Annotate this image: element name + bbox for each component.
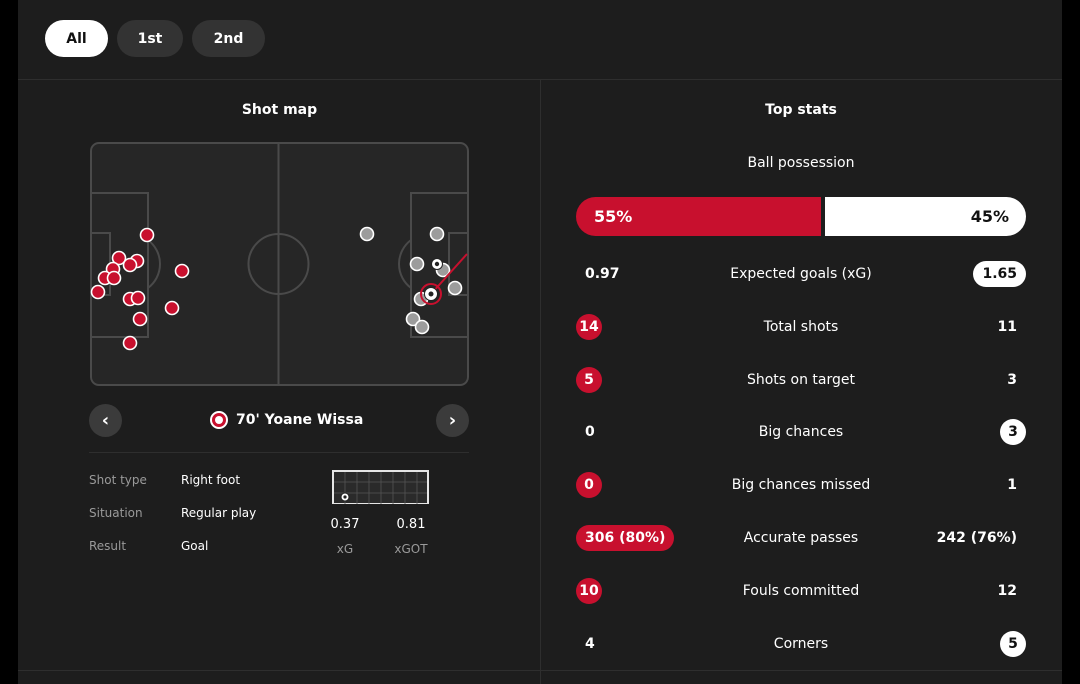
stat-away-value: 12 <box>997 583 1017 599</box>
stat-away-value: 3 <box>1007 372 1017 388</box>
tab-all[interactable]: All <box>45 20 108 57</box>
divider <box>18 79 1062 80</box>
stat-row: 14 Total shots 11 <box>576 313 1026 341</box>
shot-player-name: Yoane Wissa <box>264 412 364 428</box>
xgot-label: xGOT <box>394 542 428 556</box>
shot-map-title: Shot map <box>241 102 318 118</box>
goal-frame-diagram <box>332 470 429 504</box>
shot-marker <box>409 256 425 272</box>
shot-type-value: Right foot <box>181 473 241 487</box>
top-stats-title: Top stats <box>765 102 837 118</box>
possession-bar: 55% 45% <box>576 197 1026 236</box>
stat-label: Accurate passes <box>743 530 859 546</box>
shot-marker <box>106 270 122 286</box>
shot-marker <box>414 319 430 335</box>
result-value: Goal <box>181 539 209 553</box>
home-shots <box>90 227 190 351</box>
possession-label: Ball possession <box>747 155 855 171</box>
shot-marker <box>130 290 146 306</box>
stat-home-value: 10 <box>576 578 602 604</box>
tab-first-half[interactable]: 1st <box>117 20 183 57</box>
stat-label: Big chances missed <box>731 477 871 493</box>
possession-away: 45% <box>825 197 1026 236</box>
period-tabs: All 1st 2nd <box>45 20 265 57</box>
stat-row: 0.97 Expected goals (xG) 1.65 <box>576 260 1026 288</box>
stat-away-value: 11 <box>997 319 1017 335</box>
shot-trajectory <box>430 253 468 295</box>
stat-row: 0 Big chances 3 <box>576 418 1026 446</box>
goal-shot-marker <box>420 283 442 305</box>
stat-home-value: 4 <box>585 636 595 652</box>
divider <box>18 670 1062 671</box>
stat-row: 306 (80%) Accurate passes 242 (76%) <box>576 524 1026 552</box>
stat-home-value: 0.97 <box>585 266 620 282</box>
stat-row: 0 Big chances missed 1 <box>576 471 1026 499</box>
stat-row: 5 Shots on target 3 <box>576 366 1026 394</box>
stat-label: Total shots <box>763 319 839 335</box>
column-divider <box>540 80 541 684</box>
stat-label: Expected goals (xG) <box>730 266 872 282</box>
shot-marker <box>164 300 180 316</box>
stat-home-value: 306 (80%) <box>576 525 675 551</box>
stat-away-value: 3 <box>1000 419 1026 445</box>
shot-marker <box>132 311 148 327</box>
stat-away-value: 1 <box>1007 477 1017 493</box>
xg-value: 0.37 <box>330 517 360 532</box>
team-crest-icon <box>210 411 228 429</box>
stat-row: 10 Fouls committed 12 <box>576 577 1026 605</box>
stat-home-value: 0 <box>576 472 602 498</box>
shot-marker <box>174 263 190 279</box>
goal-marker <box>431 258 443 270</box>
shot-marker <box>429 226 445 242</box>
situation-value: Regular play <box>181 506 257 520</box>
stat-label: Corners <box>773 636 829 652</box>
xgot-value: 0.81 <box>396 517 426 532</box>
possession-home: 55% <box>576 197 821 236</box>
shot-marker <box>405 311 421 327</box>
stat-label: Fouls committed <box>742 583 860 599</box>
selected-shot-player: 70' Yoane Wissa <box>210 409 363 431</box>
situation-label: Situation <box>89 506 143 520</box>
stat-home-value: 14 <box>576 314 602 340</box>
stat-away-value: 242 (76%) <box>936 530 1017 546</box>
tab-second-half[interactable]: 2nd <box>192 20 265 57</box>
shot-marker <box>447 280 463 296</box>
shot-marker <box>359 226 375 242</box>
shot-marker <box>122 335 138 351</box>
stat-home-value: 0 <box>585 424 595 440</box>
shot-type-label: Shot type <box>89 473 147 487</box>
chevron-right-icon: › <box>448 410 457 431</box>
stat-away-value: 1.65 <box>973 261 1026 287</box>
xg-label: xG <box>336 542 354 556</box>
stat-home-value: 5 <box>576 367 602 393</box>
shot-marker <box>122 257 138 273</box>
stat-row: 4 Corners 5 <box>576 630 1026 658</box>
shot-map-pitch[interactable] <box>90 142 469 386</box>
shot-marker <box>111 250 127 266</box>
chevron-left-icon: ‹ <box>101 410 110 431</box>
previous-shot-button[interactable]: ‹ <box>89 404 122 437</box>
stat-away-value: 5 <box>1000 631 1026 657</box>
shot-minute: 70' <box>236 412 260 428</box>
stat-label: Shots on target <box>746 372 855 388</box>
divider <box>89 452 469 453</box>
shot-marker <box>139 227 155 243</box>
next-shot-button[interactable]: › <box>436 404 469 437</box>
stat-label: Big chances <box>758 424 844 440</box>
result-label: Result <box>89 539 127 553</box>
shot-marker <box>90 284 106 300</box>
